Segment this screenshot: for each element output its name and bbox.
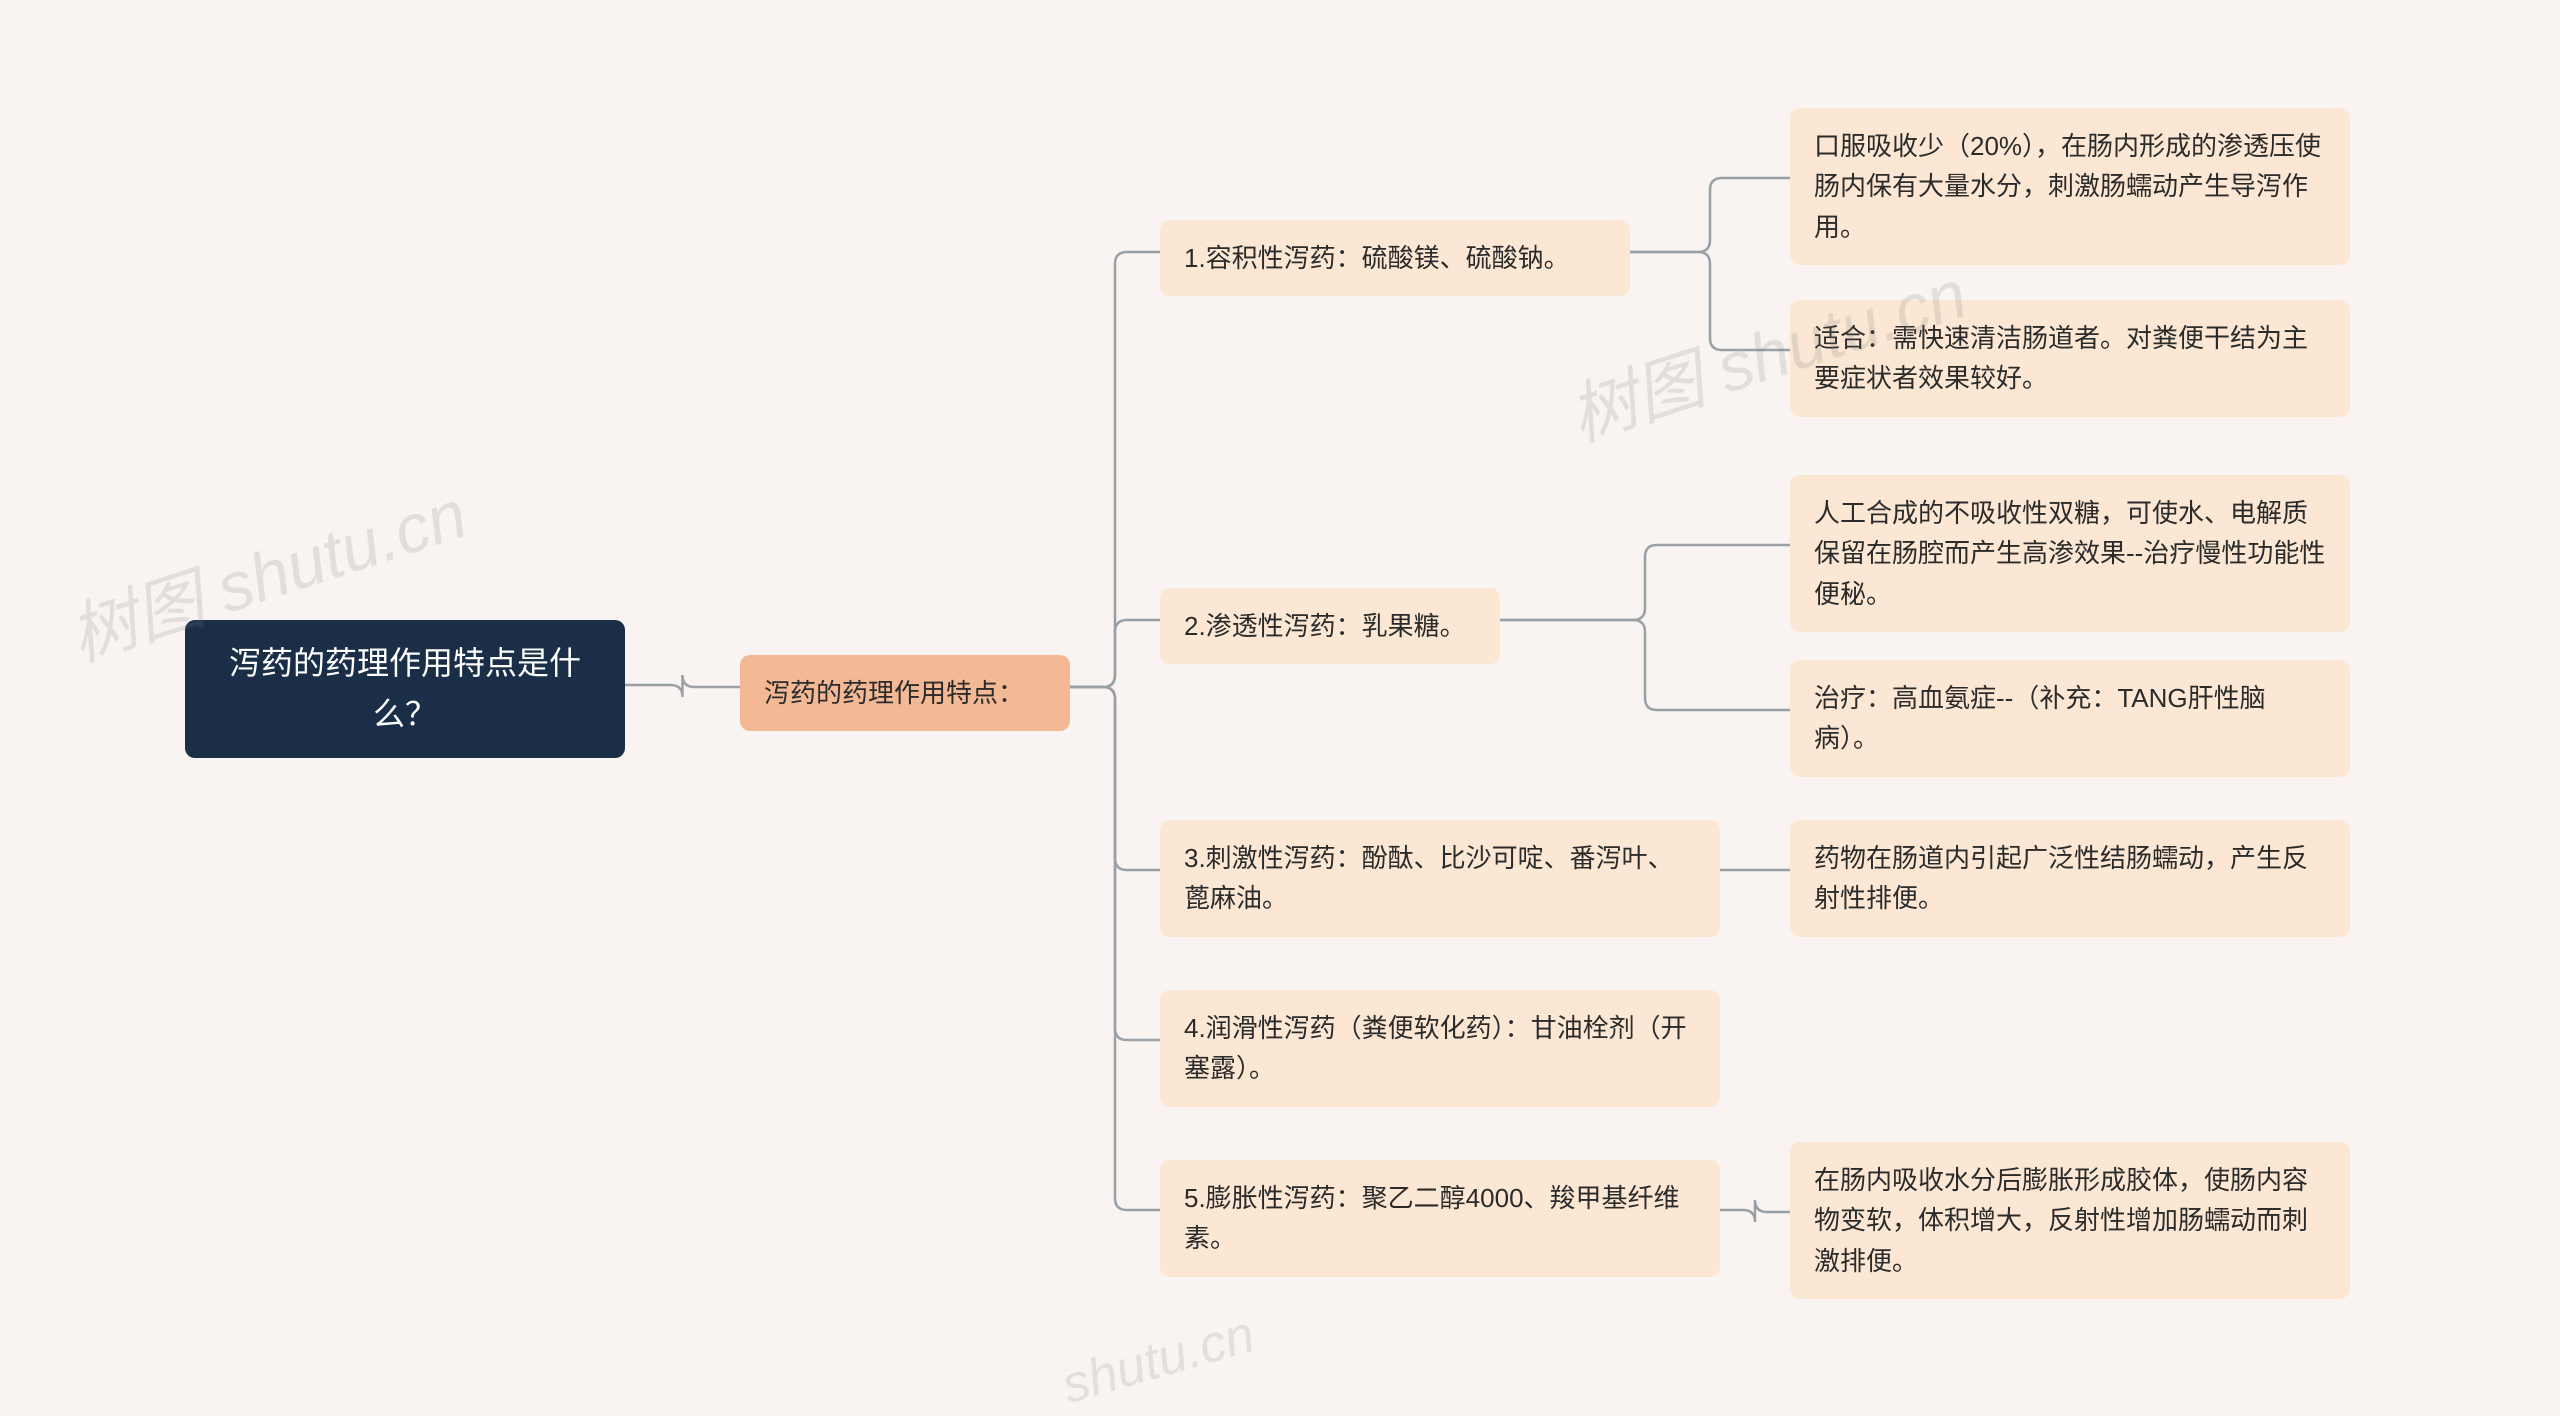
node-l2-1-label: 1.容积性泻药：硫酸镁、硫酸钠。 — [1184, 238, 1570, 278]
node-l2-2[interactable]: 2.渗透性泻药：乳果糖。 — [1160, 588, 1500, 664]
node-root-label: 泻药的药理作用特点是什么？ — [209, 638, 601, 740]
node-l2-5-label: 5.膨胀性泻药：聚乙二醇4000、羧甲基纤维素。 — [1184, 1178, 1696, 1259]
node-l3-3[interactable]: 药物在肠道内引起广泛性结肠蠕动，产生反射性排便。 — [1790, 820, 2350, 937]
node-l3-1b-label: 适合：需快速清洁肠道者。对粪便干结为主要症状者效果较好。 — [1814, 318, 2326, 399]
node-level1[interactable]: 泻药的药理作用特点： — [740, 655, 1070, 731]
node-l2-2-label: 2.渗透性泻药：乳果糖。 — [1184, 606, 1466, 646]
node-l2-3-label: 3.刺激性泻药：酚酞、比沙可啶、番泻叶、蓖麻油。 — [1184, 838, 1696, 919]
node-l3-5-label: 在肠内吸收水分后膨胀形成胶体，使肠内容物变软，体积增大，反射性增加肠蠕动而刺激排… — [1814, 1160, 2326, 1281]
node-l3-3-label: 药物在肠道内引起广泛性结肠蠕动，产生反射性排便。 — [1814, 838, 2326, 919]
node-l3-2b-label: 治疗：高血氨症--（补充：TANG肝性脑病）。 — [1814, 678, 2326, 759]
node-level1-label: 泻药的药理作用特点： — [764, 673, 1024, 713]
node-l3-2a[interactable]: 人工合成的不吸收性双糖，可使水、电解质保留在肠腔而产生高渗效果--治疗慢性功能性… — [1790, 475, 2350, 632]
node-l3-2b[interactable]: 治疗：高血氨症--（补充：TANG肝性脑病）。 — [1790, 660, 2350, 777]
node-l3-2a-label: 人工合成的不吸收性双糖，可使水、电解质保留在肠腔而产生高渗效果--治疗慢性功能性… — [1814, 493, 2326, 614]
node-l2-5[interactable]: 5.膨胀性泻药：聚乙二醇4000、羧甲基纤维素。 — [1160, 1160, 1720, 1277]
node-l2-4[interactable]: 4.润滑性泻药（粪便软化药）：甘油栓剂（开塞露）。 — [1160, 990, 1720, 1107]
node-l3-1a[interactable]: 口服吸收少（20%），在肠内形成的渗透压使肠内保有大量水分，刺激肠蠕动产生导泻作… — [1790, 108, 2350, 265]
node-l3-1b[interactable]: 适合：需快速清洁肠道者。对粪便干结为主要症状者效果较好。 — [1790, 300, 2350, 417]
watermark: shutu.cn — [1056, 1304, 1262, 1416]
node-l3-5[interactable]: 在肠内吸收水分后膨胀形成胶体，使肠内容物变软，体积增大，反射性增加肠蠕动而刺激排… — [1790, 1142, 2350, 1299]
node-l2-1[interactable]: 1.容积性泻药：硫酸镁、硫酸钠。 — [1160, 220, 1630, 296]
node-l2-4-label: 4.润滑性泻药（粪便软化药）：甘油栓剂（开塞露）。 — [1184, 1008, 1696, 1089]
node-l2-3[interactable]: 3.刺激性泻药：酚酞、比沙可啶、番泻叶、蓖麻油。 — [1160, 820, 1720, 937]
node-l3-1a-label: 口服吸收少（20%），在肠内形成的渗透压使肠内保有大量水分，刺激肠蠕动产生导泻作… — [1814, 126, 2326, 247]
node-root[interactable]: 泻药的药理作用特点是什么？ — [185, 620, 625, 758]
mindmap-canvas: 泻药的药理作用特点是什么？ 泻药的药理作用特点： 1.容积性泻药：硫酸镁、硫酸钠… — [0, 0, 2560, 1399]
